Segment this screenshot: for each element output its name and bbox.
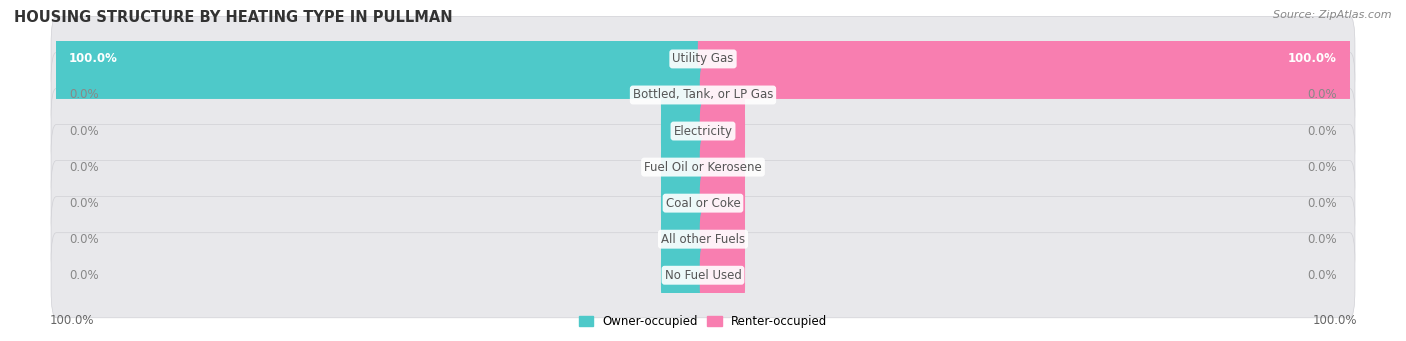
FancyBboxPatch shape <box>661 66 706 124</box>
Text: 0.0%: 0.0% <box>69 124 98 137</box>
FancyBboxPatch shape <box>661 138 706 196</box>
Text: 100.0%: 100.0% <box>49 314 94 327</box>
Text: Utility Gas: Utility Gas <box>672 53 734 65</box>
FancyBboxPatch shape <box>51 19 709 99</box>
FancyBboxPatch shape <box>700 102 745 160</box>
Text: Source: ZipAtlas.com: Source: ZipAtlas.com <box>1274 10 1392 20</box>
Text: 0.0%: 0.0% <box>1308 124 1337 137</box>
Text: 0.0%: 0.0% <box>1308 233 1337 246</box>
Text: 0.0%: 0.0% <box>1308 89 1337 102</box>
FancyBboxPatch shape <box>661 174 706 232</box>
Text: 0.0%: 0.0% <box>1308 161 1337 174</box>
Text: 0.0%: 0.0% <box>69 233 98 246</box>
Text: Electricity: Electricity <box>673 124 733 137</box>
Text: Fuel Oil or Kerosene: Fuel Oil or Kerosene <box>644 161 762 174</box>
FancyBboxPatch shape <box>51 124 1355 210</box>
Text: 100.0%: 100.0% <box>1288 53 1337 65</box>
FancyBboxPatch shape <box>661 246 706 305</box>
Text: HOUSING STRUCTURE BY HEATING TYPE IN PULLMAN: HOUSING STRUCTURE BY HEATING TYPE IN PUL… <box>14 10 453 25</box>
Text: Coal or Coke: Coal or Coke <box>665 197 741 210</box>
FancyBboxPatch shape <box>700 246 745 305</box>
Text: All other Fuels: All other Fuels <box>661 233 745 246</box>
Text: 0.0%: 0.0% <box>1308 197 1337 210</box>
Text: 0.0%: 0.0% <box>69 197 98 210</box>
FancyBboxPatch shape <box>51 161 1355 246</box>
FancyBboxPatch shape <box>697 19 1355 99</box>
Text: 100.0%: 100.0% <box>69 53 118 65</box>
FancyBboxPatch shape <box>51 89 1355 174</box>
FancyBboxPatch shape <box>51 197 1355 282</box>
Legend: Owner-occupied, Renter-occupied: Owner-occupied, Renter-occupied <box>574 310 832 333</box>
FancyBboxPatch shape <box>51 16 1355 102</box>
Text: 100.0%: 100.0% <box>1312 314 1357 327</box>
FancyBboxPatch shape <box>700 66 745 124</box>
Text: 0.0%: 0.0% <box>69 269 98 282</box>
FancyBboxPatch shape <box>700 210 745 268</box>
Text: 0.0%: 0.0% <box>69 161 98 174</box>
FancyBboxPatch shape <box>661 210 706 268</box>
FancyBboxPatch shape <box>51 53 1355 137</box>
FancyBboxPatch shape <box>51 233 1355 318</box>
Text: 0.0%: 0.0% <box>1308 269 1337 282</box>
FancyBboxPatch shape <box>700 174 745 232</box>
FancyBboxPatch shape <box>700 138 745 196</box>
Text: Bottled, Tank, or LP Gas: Bottled, Tank, or LP Gas <box>633 89 773 102</box>
FancyBboxPatch shape <box>661 102 706 160</box>
Text: 0.0%: 0.0% <box>69 89 98 102</box>
Text: No Fuel Used: No Fuel Used <box>665 269 741 282</box>
